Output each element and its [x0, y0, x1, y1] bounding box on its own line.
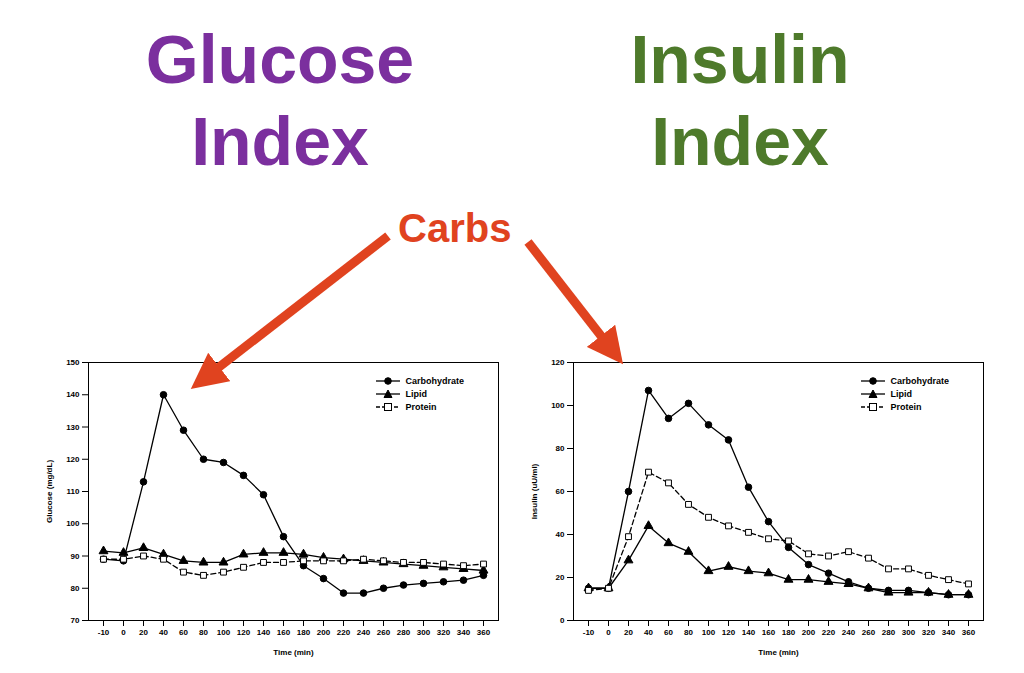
html-text:Glucose Index: Glucose Index — [145, 21, 415, 179]
svg-text:120: 120 — [722, 628, 736, 637]
svg-text:40: 40 — [556, 530, 565, 539]
svg-text:340: 340 — [457, 628, 471, 637]
svg-text:-10: -10 — [583, 628, 595, 637]
html-text:Protein: Protein — [405, 401, 437, 412]
svg-text:220: 220 — [337, 628, 351, 637]
svg-text:20: 20 — [139, 628, 148, 637]
svg-text:100: 100 — [217, 628, 231, 637]
svg-text:180: 180 — [297, 628, 311, 637]
svg-text:360: 360 — [962, 628, 976, 637]
svg-text:160: 160 — [762, 628, 776, 637]
html-text:Lipid: Lipid — [890, 388, 912, 399]
svg-text:150: 150 — [66, 358, 80, 367]
svg-text:140: 140 — [742, 628, 756, 637]
svg-text:Time (min): Time (min) — [758, 648, 799, 657]
svg-text:Time (min): Time (min) — [273, 648, 314, 657]
svg-text:140: 140 — [66, 390, 80, 399]
svg-text:200: 200 — [802, 628, 816, 637]
svg-text:260: 260 — [862, 628, 876, 637]
svg-text:280: 280 — [882, 628, 896, 637]
svg-text:0: 0 — [560, 616, 565, 625]
svg-text:60: 60 — [556, 487, 565, 496]
svg-text:40: 40 — [644, 628, 653, 637]
svg-text:90: 90 — [71, 552, 80, 561]
svg-text:320: 320 — [437, 628, 451, 637]
svg-text:20: 20 — [624, 628, 633, 637]
svg-text:40: 40 — [159, 628, 168, 637]
html-text:Carbohydrate: Carbohydrate — [890, 375, 949, 386]
svg-text:260: 260 — [377, 628, 391, 637]
html-text:Lipid: Lipid — [405, 388, 427, 399]
svg-text:180: 180 — [782, 628, 796, 637]
svg-text:80: 80 — [71, 584, 80, 593]
svg-text:280: 280 — [397, 628, 411, 637]
svg-text:60: 60 — [179, 628, 188, 637]
svg-text:100: 100 — [702, 628, 716, 637]
html-text:Protein: Protein — [890, 401, 922, 412]
svg-text:200: 200 — [317, 628, 331, 637]
svg-text:220: 220 — [822, 628, 836, 637]
svg-text:Insulin (uU/ml): Insulin (uU/ml) — [530, 463, 539, 519]
svg-text:340: 340 — [942, 628, 956, 637]
svg-text:100: 100 — [66, 519, 80, 528]
svg-text:120: 120 — [237, 628, 251, 637]
svg-text:60: 60 — [664, 628, 673, 637]
svg-text:120: 120 — [66, 455, 80, 464]
svg-text:20: 20 — [556, 573, 565, 582]
svg-text:80: 80 — [684, 628, 693, 637]
html-text:Insulin Index: Insulin Index — [630, 21, 850, 179]
html-text:Carbohydrate: Carbohydrate — [405, 375, 464, 386]
svg-text:120: 120 — [551, 358, 565, 367]
svg-text:Glucose (mg/dL): Glucose (mg/dL) — [45, 460, 54, 523]
svg-text:160: 160 — [277, 628, 291, 637]
svg-text:130: 130 — [66, 423, 80, 432]
svg-text:140: 140 — [257, 628, 271, 637]
svg-text:70: 70 — [71, 616, 80, 625]
html-text:Carbs: Carbs — [398, 206, 512, 250]
svg-text:300: 300 — [902, 628, 916, 637]
svg-text:300: 300 — [417, 628, 431, 637]
svg-text:-10: -10 — [98, 628, 110, 637]
svg-text:100: 100 — [551, 401, 565, 410]
svg-text:80: 80 — [556, 444, 565, 453]
svg-text:360: 360 — [477, 628, 491, 637]
svg-text:240: 240 — [357, 628, 371, 637]
svg-text:320: 320 — [922, 628, 936, 637]
svg-text:0: 0 — [121, 628, 126, 637]
svg-text:240: 240 — [842, 628, 856, 637]
svg-text:0: 0 — [606, 628, 611, 637]
svg-text:80: 80 — [199, 628, 208, 637]
svg-text:110: 110 — [67, 487, 80, 496]
